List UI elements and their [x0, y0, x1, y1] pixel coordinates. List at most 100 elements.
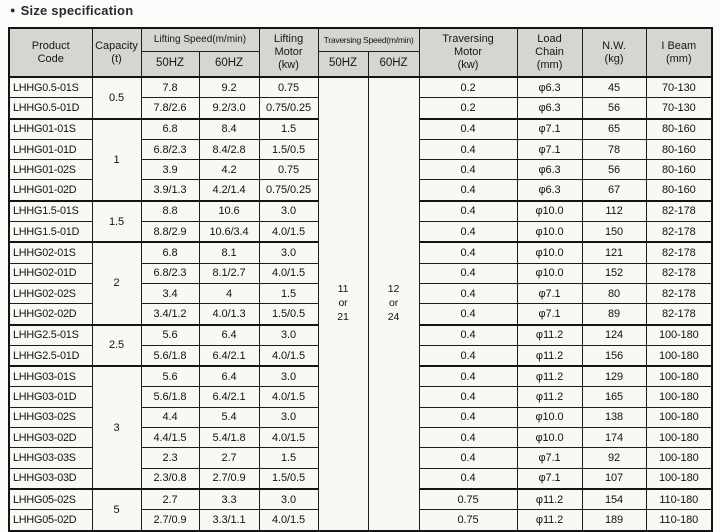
lifting-speed-60hz-cell: 2.7: [198, 447, 260, 469]
lifting-speed-50hz-cell: 3.4/1.2: [140, 303, 200, 326]
lifting-speed-60hz-cell: 5.4: [198, 406, 260, 429]
load-chain-cell: φ7.1: [516, 117, 583, 140]
ibeam-cell: 82-178: [645, 282, 713, 305]
lifting-speed-50hz-cell: 5.6/1.8: [140, 344, 200, 367]
traversing-motor-cell: 0.4: [418, 406, 518, 429]
table-row: LHHG2.5-01S 2.5 5.6 6.4 3.0 0.4 φ11.2 124 100-18…: [8, 323, 713, 367]
lifting-motor-cell: 1.5: [258, 447, 319, 469]
lifting-speed-50hz-cell: 5.6/1.8: [140, 386, 200, 408]
load-chain-cell: φ11.2: [516, 323, 583, 346]
lifting-motor-cell: 1.5: [258, 117, 319, 140]
lifting-speed-50hz-cell: 2.7: [140, 487, 200, 511]
load-chain-cell: φ11.2: [516, 344, 583, 367]
nw-cell: 56: [581, 159, 647, 181]
traversing-motor-cell: 0.4: [418, 427, 518, 449]
table-row: LHHG01-02D 3.9/1.3 4.2/1.4 0.75/0.25 0.4 φ6.3…: [8, 179, 713, 202]
lifting-motor-cell: 1.5: [258, 282, 319, 305]
col-header-ibeam: I Beam (mm): [645, 27, 713, 78]
nw-cell: 129: [581, 365, 647, 388]
table-row: LHHG01-01D 6.8/2.3 8.4/2.8 1.5/0.5 0.4 φ7.1 78…: [8, 138, 713, 161]
table-row: LHHG02-01S 2 6.8 8.1 3.0 0.4 φ10.0 121 82-178: [8, 241, 713, 326]
lifting-speed-60hz-cell: 9.2: [198, 76, 260, 99]
nw-cell: 156: [581, 344, 647, 367]
product-code-cell: LHHG1.5-01D: [8, 221, 93, 243]
capacity-cell: 2.5: [91, 323, 142, 367]
nw-cell: 65: [581, 117, 647, 140]
traversing-motor-cell: 0.4: [418, 447, 518, 469]
ibeam-cell: 80-160: [645, 138, 713, 161]
lifting-speed-60hz-cell: 4.0/1.3: [198, 303, 260, 326]
ibeam-cell: 100-180: [645, 344, 713, 367]
lifting-speed-60hz-cell: 10.6/3.4: [198, 221, 260, 243]
load-chain-cell: φ6.3: [516, 97, 583, 120]
nw-cell: 67: [581, 179, 647, 202]
nw-cell: 107: [581, 467, 647, 490]
nw-cell: 80: [581, 282, 647, 305]
table-row: LHHG03-01S 3 5.6 6.4 3.0 0.4 φ11.2 129 100-180: [8, 365, 713, 490]
traversing-motor-cell: 0.4: [418, 221, 518, 243]
col-header-nw: N.W. (kg): [581, 27, 647, 78]
lifting-speed-60hz-cell: 8.4/2.8: [198, 138, 260, 161]
ibeam-cell: 80-160: [645, 179, 713, 202]
table-row: LHHG0.5-01S 0.5 7.8 9.2 0.75 11 or 21 12 or 24…: [8, 76, 713, 532]
nw-cell: 189: [581, 509, 647, 532]
lifting-speed-50hz-cell: 4.4: [140, 406, 200, 429]
lifting-motor-cell: 4.0/1.5: [258, 386, 319, 408]
traversing-motor-cell: 0.4: [418, 282, 518, 305]
lifting-motor-cell: 3.0: [258, 406, 319, 429]
load-chain-cell: φ10.0: [516, 262, 583, 284]
lifting-speed-60hz-cell: 8.1/2.7: [198, 262, 260, 284]
load-chain-cell: φ11.2: [516, 509, 583, 532]
lifting-speed-60hz-cell: 3.3: [198, 487, 260, 511]
lifting-speed-60hz-cell: 3.3/1.1: [198, 509, 260, 532]
product-code-cell: LHHG01-01D: [8, 138, 93, 161]
lifting-motor-cell: 0.75/0.25: [258, 179, 319, 202]
load-chain-cell: φ7.1: [516, 282, 583, 305]
nw-cell: 56: [581, 97, 647, 120]
lifting-speed-50hz-cell: 2.7/0.9: [140, 509, 200, 532]
load-chain-cell: φ7.1: [516, 303, 583, 326]
ibeam-cell: 80-160: [645, 117, 713, 140]
product-code-cell: LHHG02-02D: [8, 303, 93, 326]
ibeam-cell: 100-180: [645, 406, 713, 429]
page-title: ● Size specification: [10, 3, 133, 18]
ibeam-cell: 82-178: [645, 303, 713, 326]
lifting-motor-cell: 4.0/1.5: [258, 221, 319, 243]
lifting-speed-60hz-cell: 2.7/0.9: [198, 467, 260, 490]
lifting-speed-50hz-cell: 8.8/2.9: [140, 221, 200, 243]
traversing-motor-cell: 0.4: [418, 138, 518, 161]
product-code-cell: LHHG02-02S: [8, 282, 93, 305]
col-header-traversing-50hz: 50HZ: [317, 51, 369, 78]
ibeam-cell: 82-178: [645, 199, 713, 223]
product-code-cell: LHHG2.5-01S: [8, 323, 93, 346]
col-header-traversing-speed: Traversing Speed(m/min): [317, 27, 420, 52]
lifting-speed-60hz-cell: 4: [198, 282, 260, 305]
nw-cell: 78: [581, 138, 647, 161]
traversing-speed-50hz-cell: 11 or 21: [317, 76, 369, 532]
traversing-motor-cell: 0.4: [418, 323, 518, 346]
table-row: LHHG03-02S 4.4 5.4 3.0 0.4 φ10.0 138 100-180: [8, 406, 713, 429]
lifting-speed-50hz-cell: 3.4: [140, 282, 200, 305]
lifting-motor-cell: 0.75: [258, 76, 319, 99]
nw-cell: 154: [581, 487, 647, 511]
lifting-motor-cell: 4.0/1.5: [258, 262, 319, 284]
nw-cell: 152: [581, 262, 647, 284]
product-code-cell: LHHG2.5-01D: [8, 344, 93, 367]
traversing-motor-cell: 0.4: [418, 344, 518, 367]
ibeam-cell: 82-178: [645, 262, 713, 284]
lifting-speed-60hz-cell: 8.1: [198, 241, 260, 264]
lifting-motor-cell: 0.75/0.25: [258, 97, 319, 120]
traversing-motor-cell: 0.4: [418, 303, 518, 326]
table-row: LHHG02-02S 3.4 4 1.5 0.4 φ7.1 80 82-178: [8, 282, 713, 305]
lifting-motor-cell: 3.0: [258, 487, 319, 511]
lifting-speed-50hz-cell: 6.8/2.3: [140, 262, 200, 284]
size-specification-table: Product Code Capacity (t) Lifting Speed(…: [8, 27, 714, 532]
traversing-motor-cell: 0.2: [418, 97, 518, 120]
table-body: LHHG0.5-01S 0.5 7.8 9.2 0.75 11 or 21 12 or 24…: [8, 76, 713, 532]
load-chain-cell: φ10.0: [516, 221, 583, 243]
ibeam-cell: 100-180: [645, 323, 713, 346]
product-code-cell: LHHG01-01S: [8, 117, 93, 140]
product-code-cell: LHHG01-02S: [8, 159, 93, 181]
col-header-capacity: Capacity (t): [91, 27, 142, 78]
lifting-speed-50hz-cell: 3.9/1.3: [140, 179, 200, 202]
